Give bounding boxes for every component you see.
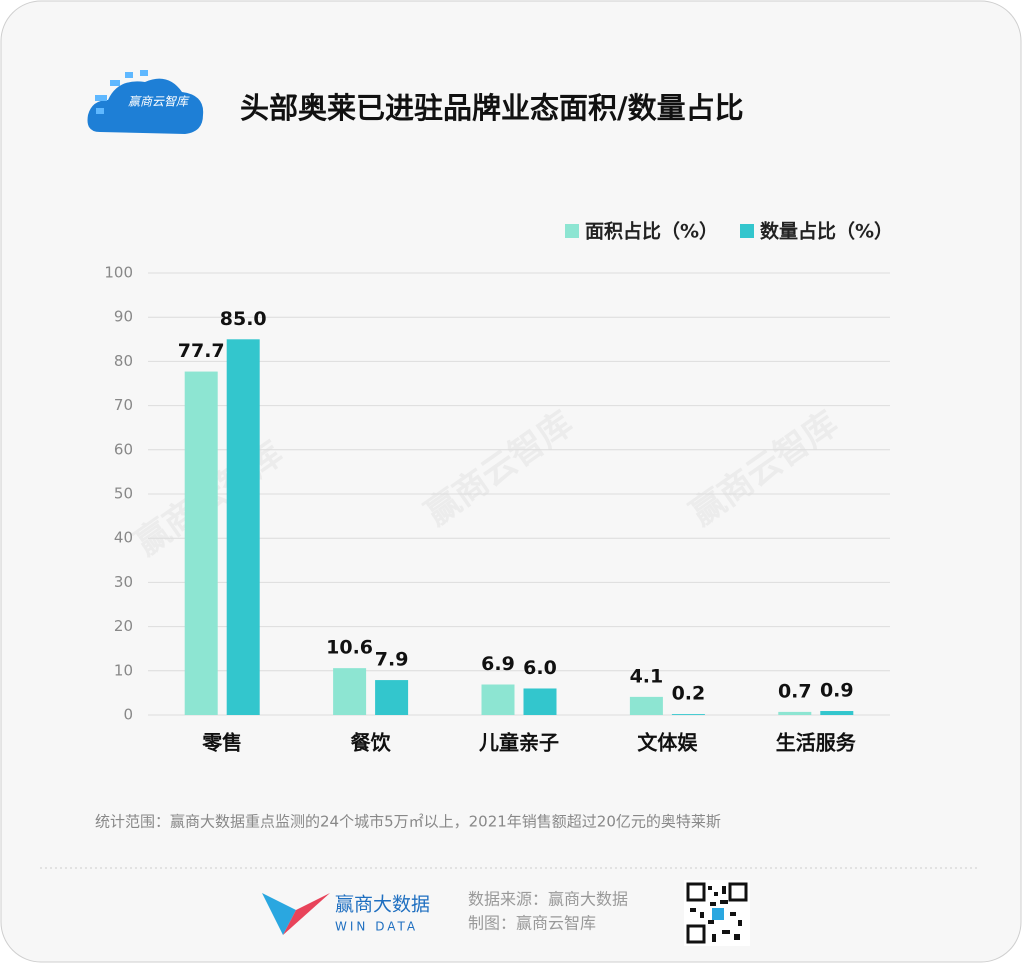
qr-code: [684, 880, 750, 946]
y-tick-label: 80: [114, 352, 133, 370]
y-tick-label: 0: [123, 706, 133, 724]
value-label: 10.6: [326, 637, 373, 659]
brand-en: WIN DATA: [335, 920, 418, 934]
logo-small: 赢商云智库: [128, 95, 190, 109]
bar: [481, 684, 515, 715]
logo: 赢商云智库: [87, 70, 204, 134]
bar: [375, 680, 409, 715]
bar: [333, 668, 367, 715]
y-tick-label: 90: [114, 308, 133, 326]
bar: [629, 696, 663, 715]
x-tick-label: 儿童亲子: [478, 731, 559, 755]
bar: [184, 371, 218, 715]
value-label: 0.9: [820, 680, 854, 702]
y-tick-label: 40: [114, 529, 133, 547]
source: 数据来源：赢商大数据: [468, 890, 628, 909]
value-label: 6.9: [481, 653, 515, 675]
x-tick-label: 餐饮: [351, 731, 392, 755]
y-tick-label: 10: [114, 661, 133, 679]
value-label: 77.7: [178, 340, 225, 362]
maker: 制图：赢商云智库: [468, 914, 596, 933]
y-tick-label: 60: [114, 440, 133, 458]
bar: [820, 711, 854, 715]
value-label: 6.0: [523, 657, 557, 679]
footnote: 统计范围：赢商大数据重点监测的24个城市5万㎡以上，2021年销售额超过20亿元…: [95, 813, 721, 831]
bar: [778, 711, 812, 715]
chart-title: 头部奥莱已进驻品牌业态面积/数量占比: [240, 91, 744, 125]
brand-logo: [262, 893, 330, 935]
brand: 赢商大数据: [335, 894, 430, 916]
y-tick-label: 100: [104, 264, 133, 282]
bar: [523, 688, 557, 715]
legend-swatch: [565, 224, 579, 238]
value-label: 0.7: [778, 680, 812, 702]
x-tick-label: 生活服务: [776, 731, 857, 755]
x-tick-label: 零售: [201, 731, 242, 755]
bar: [671, 714, 705, 715]
legend-label: 数量占比（%）: [760, 220, 893, 243]
plot: 0 10 20 30 40 50 60 70 80 90 100 面积占比（%） 数量占比（%） 零售 77…: [104, 220, 893, 755]
value-label: 4.1: [630, 665, 664, 687]
y-tick-label: 50: [114, 485, 133, 503]
value-label: 0.2: [672, 683, 706, 705]
bar: [226, 339, 260, 715]
x-tick-label: 文体娱: [637, 731, 698, 755]
legend-swatch: [740, 224, 754, 238]
y-tick-label: 20: [114, 617, 133, 635]
y-tick-label: 70: [114, 396, 133, 414]
value-label: 85.0: [220, 308, 267, 330]
legend-label: 面积占比（%）: [585, 220, 718, 243]
y-tick-label: 30: [114, 573, 133, 591]
value-label: 7.9: [375, 649, 409, 671]
